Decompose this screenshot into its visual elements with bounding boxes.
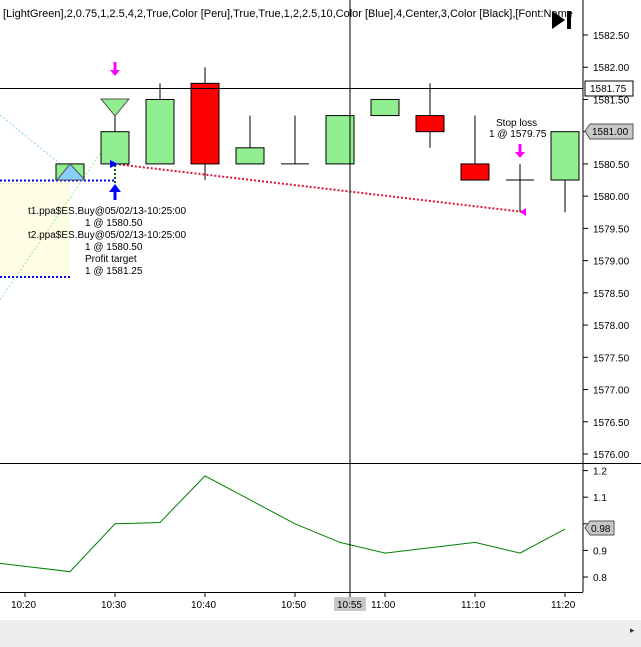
skip-to-end-icon[interactable] <box>552 11 571 29</box>
stop-loss-detail: 1 @ 1579.75 <box>489 129 547 140</box>
crosshair-time-label: 10:55 <box>337 600 362 611</box>
indicator-line <box>0 475 566 573</box>
exit-triangle-marker <box>99 98 131 117</box>
current-price-label: 1581.00 <box>592 127 629 138</box>
scroll-right-icon[interactable]: ▸ <box>630 625 635 635</box>
time-tick-label: 11:10 <box>461 600 486 611</box>
time-tick-label: 11:00 <box>371 600 396 611</box>
time-tick-label: 11:20 <box>551 600 576 611</box>
stop-loss-line <box>114 163 525 213</box>
indicator-value-box <box>584 520 615 536</box>
candle-up <box>325 115 355 165</box>
candle-down <box>415 115 445 133</box>
candle-up <box>145 98 175 165</box>
candle-up <box>235 147 265 165</box>
entry-triangle-marker <box>55 163 87 181</box>
entry2-detail: 1 @ 1580.50 <box>85 242 143 253</box>
indicator-header: [LightGreen],2,0.75,1,2.5,4,2,True,Color… <box>3 8 573 20</box>
stop-loss-label: Stop loss <box>496 118 537 129</box>
crosshair-price-label: 1581.75 <box>590 84 627 95</box>
indicator-tick-label: 1.1 <box>593 493 607 504</box>
time-tick-label: 10:40 <box>191 600 216 611</box>
price-tick-label: 1582.00 <box>593 63 630 74</box>
price-tick-label: 1576.00 <box>593 450 630 461</box>
time-tick-label: 10:50 <box>281 600 306 611</box>
candle-up <box>100 131 130 165</box>
price-tick-label: 1580.50 <box>593 160 630 171</box>
profit-target-detail: 1 @ 1581.25 <box>85 266 143 277</box>
trend-guide-green <box>0 131 116 301</box>
candle-up <box>370 98 400 117</box>
entry-zone-shading <box>0 182 70 278</box>
price-tick-label: 1579.50 <box>593 224 630 235</box>
crosshair-time-box <box>334 597 366 611</box>
price-tick-label: 1577.50 <box>593 353 630 364</box>
price-tick-label: 1577.00 <box>593 386 630 397</box>
crosshair-price-box <box>584 80 634 97</box>
stop-signal-arrow-head <box>515 152 525 158</box>
price-tick-label: 1580.00 <box>593 192 630 203</box>
entry1-detail: 1 @ 1580.50 <box>85 218 143 229</box>
entry-fill-marker <box>110 160 118 168</box>
indicator-value-label: 0.98 <box>591 524 611 535</box>
sell-signal-arrow-head <box>110 70 120 76</box>
candle-up <box>550 131 580 181</box>
entry1-label: t1.ppa$ES.Buy@05/02/13-10:25:00 <box>28 206 186 217</box>
price-tick-label: 1581.50 <box>593 95 630 106</box>
current-price-box <box>584 123 634 140</box>
indicator-tick-label: 0.9 <box>593 546 607 557</box>
price-tick-label: 1582.50 <box>593 31 630 42</box>
buy-arrow-head <box>109 184 121 192</box>
entry2-label: t2.ppa$ES.Buy@05/02/13-10:25:00 <box>28 230 186 241</box>
time-tick-label: 10:20 <box>11 600 36 611</box>
price-tick-label: 1576.50 <box>593 418 630 429</box>
time-tick-label: 10:30 <box>101 600 126 611</box>
price-tick-label: 1579.00 <box>593 257 630 268</box>
stop-fill-marker <box>520 208 526 216</box>
profit-target-label: Profit target <box>85 254 137 265</box>
indicator-tick-label: 0.8 <box>593 573 607 584</box>
candle-down <box>190 82 220 165</box>
trend-guide-blue <box>0 114 71 173</box>
candle-down <box>460 163 490 181</box>
price-tick-label: 1578.50 <box>593 289 630 300</box>
price-tick-label: 1578.00 <box>593 321 630 332</box>
bottom-scrollbar[interactable] <box>0 620 641 647</box>
indicator-tick-label: 1.2 <box>593 467 607 478</box>
